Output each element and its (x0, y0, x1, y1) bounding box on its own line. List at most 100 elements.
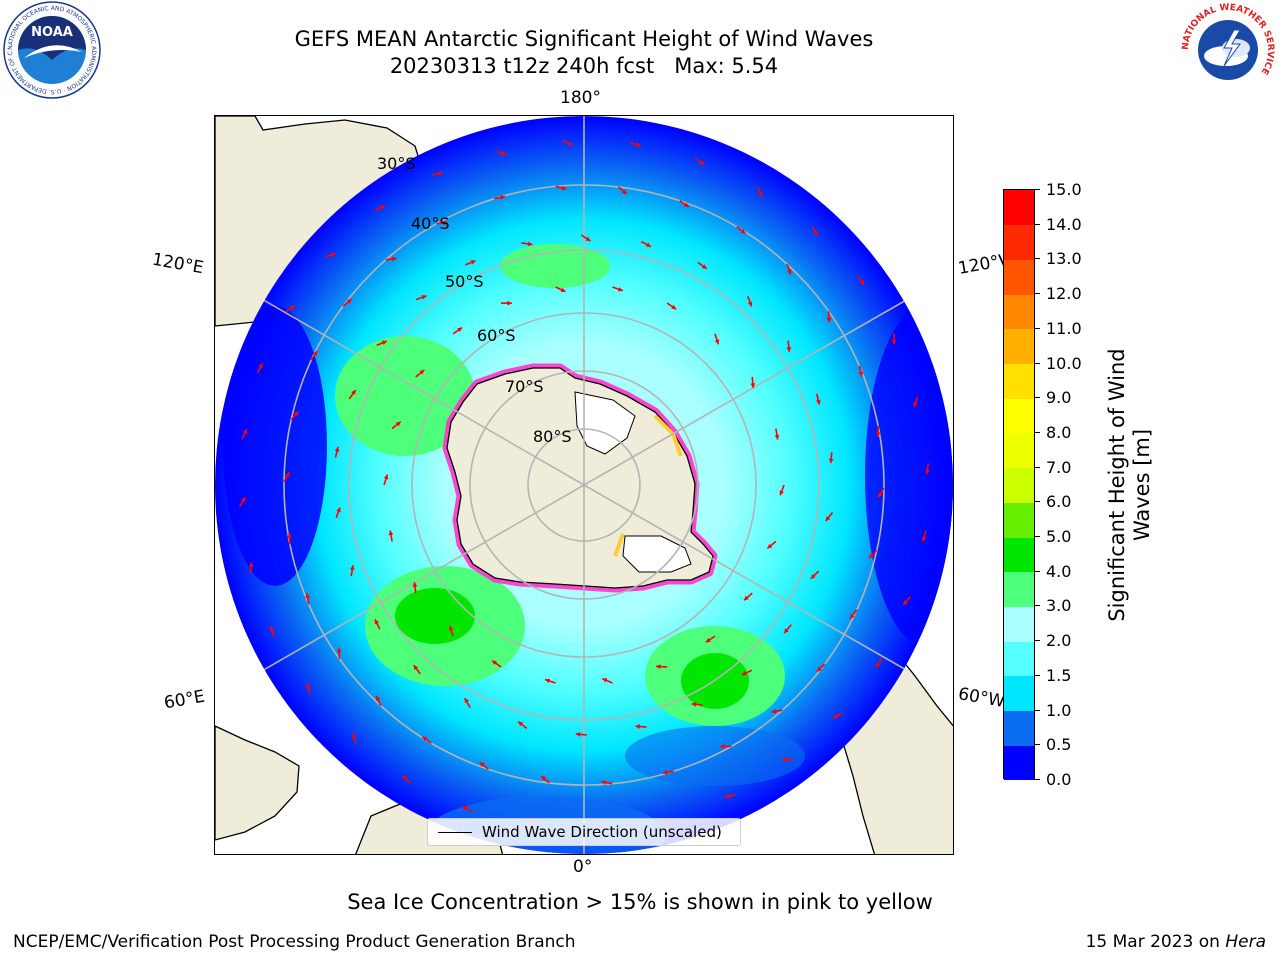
wind-wave-arrowhead (518, 721, 524, 727)
colorbar-segment (1004, 571, 1034, 607)
wind-wave-arrowhead (402, 775, 408, 781)
wind-wave-arrowhead (705, 637, 711, 643)
wind-wave-arrowhead (750, 383, 756, 388)
nws-logo: NATIONAL WEATHER SERVICE (1180, 2, 1276, 98)
wind-wave-arrowhead (374, 619, 380, 625)
map-canvas: 30°S 40°S 50°S 60°S 70°S 80°S (215, 116, 953, 854)
lat-label-70s: 70°S (505, 377, 544, 396)
wind-wave-arrowhead (875, 432, 881, 437)
colorbar-segment (1004, 294, 1034, 330)
colorbar-segment (1004, 224, 1034, 260)
lat-label-60s: 60°S (477, 326, 516, 345)
lon-label-120e: 120°E (150, 249, 206, 279)
wind-wave-arrowhead (305, 683, 311, 689)
wind-wave-arrowhead (457, 327, 463, 333)
colorbar-tickmark (1034, 362, 1040, 364)
graticule (215, 116, 953, 854)
colorbar-tick-label: 12.0 (1046, 284, 1082, 304)
colorbar-segment (1004, 467, 1034, 503)
wind-wave-arrowhead (336, 507, 341, 513)
wind-wave-arrowhead (924, 469, 930, 475)
lat-label-50s: 50°S (445, 272, 484, 291)
wind-wave-arrowhead (346, 298, 352, 304)
wind-wave-arrowhead (305, 593, 310, 598)
wind-wave-arrowhead (391, 256, 397, 262)
colorbar-segment (1004, 502, 1034, 538)
wind-wave-arrowhead (419, 369, 425, 375)
wind-wave-arrowhead (617, 287, 623, 292)
wind-wave-arrowhead (412, 582, 418, 587)
colorbar-tick-label: 6.0 (1046, 492, 1072, 512)
colorbar-tick-label: 7.0 (1046, 457, 1072, 477)
lon-label-180: 180° (560, 88, 601, 108)
colorbar-tick-label: 14.0 (1046, 214, 1082, 234)
wind-wave-arrowhead (379, 205, 385, 210)
colorbar-tickmark (1034, 189, 1040, 190)
wind-wave-arrowhead (561, 185, 567, 191)
wind-wave-arrowhead (743, 595, 749, 601)
colorbar-tickmark (1034, 327, 1040, 329)
colorbar-tickmark (1034, 258, 1040, 260)
wind-wave-arrowhead (395, 421, 401, 427)
wind-wave-arrowhead (470, 260, 476, 265)
noaa-logo-text: NOAA (31, 25, 73, 40)
colorbar-tick-label: 4.0 (1046, 561, 1072, 581)
wind-wave-arrowhead (381, 340, 387, 345)
colorbar-tickmark (1034, 640, 1040, 642)
colorbar-tickmark (1034, 397, 1040, 399)
system-name: Hera (1225, 932, 1266, 952)
wind-wave-arrowhead (248, 562, 254, 567)
colorbar-tickmark (1034, 223, 1040, 225)
lat-label-30s: 30°S (377, 154, 416, 173)
wind-wave-arrowhead (868, 553, 874, 559)
wind-wave-arrowhead (601, 780, 607, 785)
colorbar (1003, 189, 1035, 781)
wind-wave-arrowhead (438, 171, 443, 176)
lon-label-60w: 60°W (956, 684, 1007, 712)
colorbar-segment (1004, 328, 1034, 365)
wind-wave-arrowhead (443, 220, 448, 226)
wind-wave-arrowhead (782, 757, 787, 763)
wind-wave-arrowhead (240, 497, 246, 503)
wind-wave-arrowhead (850, 613, 855, 619)
wind-wave-arrowhead (859, 280, 865, 286)
wind-wave-arrowhead (545, 678, 551, 684)
wind-wave-arrowhead (501, 151, 507, 156)
colorbar-segment (1004, 398, 1034, 434)
colorbar-segment (1004, 606, 1034, 642)
wind-wave-arrowhead (741, 670, 747, 676)
wind-wave-arrowhead (747, 301, 753, 307)
wind-wave-arrowhead (293, 411, 299, 417)
wind-wave-arrowhead (258, 363, 263, 369)
colorbar-tickmark (1034, 293, 1040, 295)
wind-wave-arrowhead (913, 402, 918, 408)
wind-wave-arrowhead (462, 806, 468, 811)
wind-wave-arrowhead (422, 736, 428, 742)
wind-wave-arrowhead (683, 202, 689, 207)
colorbar-tick-label: 3.0 (1046, 596, 1072, 616)
wind-wave-arrowhead (289, 305, 295, 311)
wind-wave-arrowhead (903, 600, 908, 606)
colorbar-segment (1004, 641, 1034, 677)
wind-wave-arrowhead (635, 724, 641, 729)
colorbar-tick-label: 2.0 (1046, 631, 1072, 651)
wind-wave-arrowhead (334, 446, 340, 452)
wind-wave-arrowhead (388, 530, 394, 536)
wind-wave-arrowhead (464, 698, 469, 704)
colorbar-tickmark (1034, 466, 1040, 468)
colorbar-segment (1004, 710, 1034, 746)
colorbar-tick-label: 0.0 (1046, 770, 1072, 789)
wind-wave-arrowhead (740, 228, 746, 234)
colorbar-tickmark (1034, 501, 1040, 503)
wind-wave-arrowhead (724, 793, 730, 799)
wind-wave-arrowhead (810, 573, 816, 579)
colorbar-tick-label: 9.0 (1046, 388, 1072, 408)
lon-label-60e: 60°E (162, 686, 207, 714)
colorbar-tick-label: 15.0 (1046, 180, 1082, 199)
wind-wave-arrowhead (527, 241, 533, 247)
wind-wave-arrowhead (720, 744, 725, 749)
colorbar-tickmark (1034, 605, 1040, 607)
polar-map: 30°S 40°S 50°S 60°S 70°S 80°S (214, 115, 954, 855)
wind-wave-arrowhead (671, 304, 677, 310)
colorbar-label-line-1: Significant Height of Wind (1105, 348, 1129, 622)
